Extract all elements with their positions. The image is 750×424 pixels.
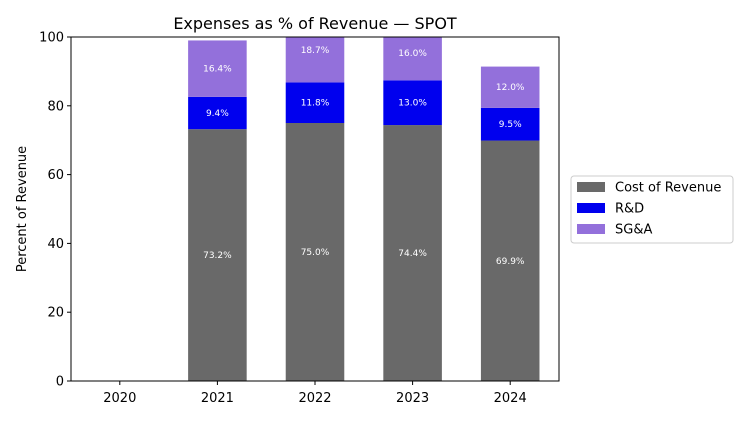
data-label: 9.5% [499, 120, 522, 130]
bar-cost-of-revenue-2022 [285, 123, 345, 381]
bar-sg-a-2022 [285, 37, 345, 83]
chart-title: Expenses as % of Revenue — SPOT [173, 14, 457, 33]
bar-r-d-2021 [188, 96, 247, 130]
data-label: 73.2% [203, 251, 232, 261]
bar-cost-of-revenue-2021 [188, 129, 247, 381]
data-label: 9.4% [206, 109, 229, 119]
bar-r-d-2022 [285, 82, 345, 123]
legend-box [570, 175, 734, 244]
bars-group [188, 37, 540, 381]
legend-swatch [577, 182, 605, 192]
x-tick-label: 2021 [201, 391, 234, 406]
y-tick-label: 0 [56, 375, 64, 390]
data-label: 16.0% [398, 49, 427, 59]
bar-cost-of-revenue-2024 [480, 140, 540, 381]
legend: Cost of Revenue R&D SG&A [570, 175, 734, 244]
y-axis: 0 20 40 60 80 100 [39, 31, 71, 390]
y-tick-label: 60 [47, 168, 64, 183]
legend-label: R&D [615, 202, 644, 217]
bar-cost-of-revenue-2023 [383, 125, 442, 381]
x-axis: 2020 2021 2022 2023 2024 [103, 381, 527, 406]
x-tick-label: 2022 [298, 391, 331, 406]
y-tick-label: 100 [39, 31, 64, 46]
data-label: 18.7% [301, 46, 330, 56]
y-tick-label: 40 [47, 237, 64, 252]
data-label: 11.8% [301, 99, 330, 109]
data-label: 75.0% [301, 248, 330, 258]
legend-label: Cost of Revenue [615, 181, 721, 196]
x-tick-label: 2020 [103, 391, 136, 406]
bar-sg-a-2023 [383, 37, 442, 81]
data-label: 16.4% [203, 65, 232, 75]
legend-swatch [577, 203, 605, 213]
data-label: 12.0% [496, 83, 525, 93]
bar-r-d-2024 [480, 107, 540, 141]
bar-sg-a-2021 [188, 40, 247, 97]
plot-area: 73.2% 9.4% 16.4% 75.0% 11.8% 18.7% 74.4% 13.0% 1… [70, 36, 560, 382]
data-label: 74.4% [398, 249, 427, 259]
bar-labels-group: 73.2% 9.4% 16.4% 75.0% 11.8% 18.7% 74.4% 13.0% 1… [203, 46, 525, 267]
legend-swatch [577, 224, 605, 234]
bar-r-d-2023 [383, 80, 442, 126]
legend-label: SG&A [615, 223, 652, 238]
bar-sg-a-2024 [480, 66, 540, 108]
x-tick-label: 2024 [494, 391, 527, 406]
y-tick-label: 80 [47, 99, 64, 114]
y-axis-label: Percent of Revenue [15, 146, 30, 272]
y-tick-label: 20 [47, 306, 64, 321]
x-tick-label: 2023 [396, 391, 429, 406]
data-label: 69.9% [496, 257, 525, 267]
data-label: 13.0% [398, 99, 427, 109]
